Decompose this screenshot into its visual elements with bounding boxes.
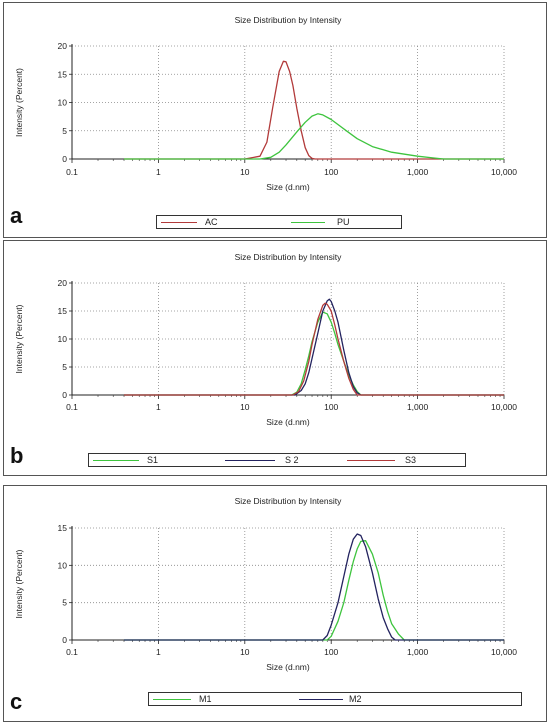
y-tick-label-b: 0 xyxy=(62,390,67,400)
legend-label-b-2: S 2 xyxy=(285,455,299,465)
y-tick-label-a: 5 xyxy=(62,126,67,136)
y-axis-label-c: Intensity (Percent) xyxy=(14,549,24,618)
legend-label-a-1: AC xyxy=(205,217,218,227)
x-tick-label-b: 10 xyxy=(240,402,250,412)
x-tick-label-c: 10 xyxy=(240,647,250,657)
y-tick-label-b: 5 xyxy=(62,362,67,372)
x-tick-label-b: 1 xyxy=(156,402,161,412)
legend-swatch-b-3 xyxy=(347,460,395,461)
x-axis-label-c: Size (d.nm) xyxy=(266,662,310,672)
x-tick-label-c: 0.1 xyxy=(66,647,78,657)
panel-label-c: c xyxy=(10,689,23,714)
panel-label-a: a xyxy=(10,203,23,228)
y-axis-label-b: Intensity (Percent) xyxy=(14,304,24,373)
y-tick-label-a: 15 xyxy=(58,69,68,79)
x-tick-label-b: 1,000 xyxy=(407,402,429,412)
legend-a: AC PU xyxy=(156,215,402,229)
legend-c: M1 M2 xyxy=(148,692,522,706)
series-line-b-1 xyxy=(124,311,504,396)
chart-panel-c: Size Distribution by Intensity 0.1 1 10 100 1… xyxy=(3,485,547,722)
chart-title-a: Size Distribution by Intensity xyxy=(235,15,343,25)
x-tick-label-c: 1,000 xyxy=(407,647,429,657)
legend-label-b-1: S1 xyxy=(147,455,159,465)
legend-swatch-c-1 xyxy=(153,699,191,700)
y-tick-label-c: 0 xyxy=(62,635,67,645)
y-tick-label-b: 15 xyxy=(58,306,68,316)
y-tick-label-a: 20 xyxy=(58,41,68,51)
series-line-c-1 xyxy=(124,540,504,641)
chart-panel-b: Size Distribution by Intensity 0.1 1 10 100 1… xyxy=(3,240,547,476)
x-tick-label-b: 0.1 xyxy=(66,402,78,412)
chart-title-b: Size Distribution by Intensity xyxy=(235,252,343,262)
x-tick-label-a: 10 xyxy=(240,167,250,177)
legend-label-c-2: M2 xyxy=(349,694,362,704)
series-line-a-2 xyxy=(124,113,504,160)
legend-swatch-a-2 xyxy=(291,222,325,223)
x-axis-label-b: Size (d.nm) xyxy=(266,417,310,427)
panel-label-b: b xyxy=(10,443,24,468)
legend-label-a-2: PU xyxy=(337,217,350,227)
y-tick-label-a: 0 xyxy=(62,154,67,164)
series-line-b-3 xyxy=(124,302,504,396)
y-tick-label-c: 10 xyxy=(58,560,68,570)
legend-swatch-b-2 xyxy=(225,460,275,461)
series-line-a-1 xyxy=(124,60,504,160)
chart-title-c: Size Distribution by Intensity xyxy=(235,496,343,506)
y-tick-label-b: 20 xyxy=(58,278,68,288)
x-tick-label-b: 10,000 xyxy=(491,402,517,412)
x-tick-label-c: 1 xyxy=(156,647,161,657)
y-tick-label-a: 10 xyxy=(58,98,68,108)
y-tick-label-c: 5 xyxy=(62,598,67,608)
series-line-b-2 xyxy=(124,298,504,396)
legend-b: S1 S 2 S3 xyxy=(88,453,466,467)
legend-swatch-b-1 xyxy=(93,460,139,461)
x-tick-label-a: 100 xyxy=(324,167,338,177)
legend-label-b-3: S3 xyxy=(405,455,417,465)
legend-swatch-a-1 xyxy=(161,222,197,223)
y-axis-label-a: Intensity (Percent) xyxy=(14,68,24,137)
y-tick-label-c: 15 xyxy=(58,523,68,533)
x-tick-label-c: 100 xyxy=(324,647,338,657)
x-axis-label-a: Size (d.nm) xyxy=(266,182,310,192)
series-line-c-2 xyxy=(124,533,504,641)
legend-swatch-c-2 xyxy=(299,699,343,700)
x-tick-label-a: 0.1 xyxy=(66,167,78,177)
legend-label-c-1: M1 xyxy=(199,694,212,704)
x-tick-label-a: 1 xyxy=(156,167,161,177)
x-tick-label-b: 100 xyxy=(324,402,338,412)
x-tick-label-c: 10,000 xyxy=(491,647,517,657)
y-tick-label-b: 10 xyxy=(58,334,68,344)
chart-panel-a: Size Distribution by Intensity 0.1 1 10 100 1… xyxy=(3,2,547,238)
x-tick-label-a: 10,000 xyxy=(491,167,517,177)
x-tick-label-a: 1,000 xyxy=(407,167,429,177)
